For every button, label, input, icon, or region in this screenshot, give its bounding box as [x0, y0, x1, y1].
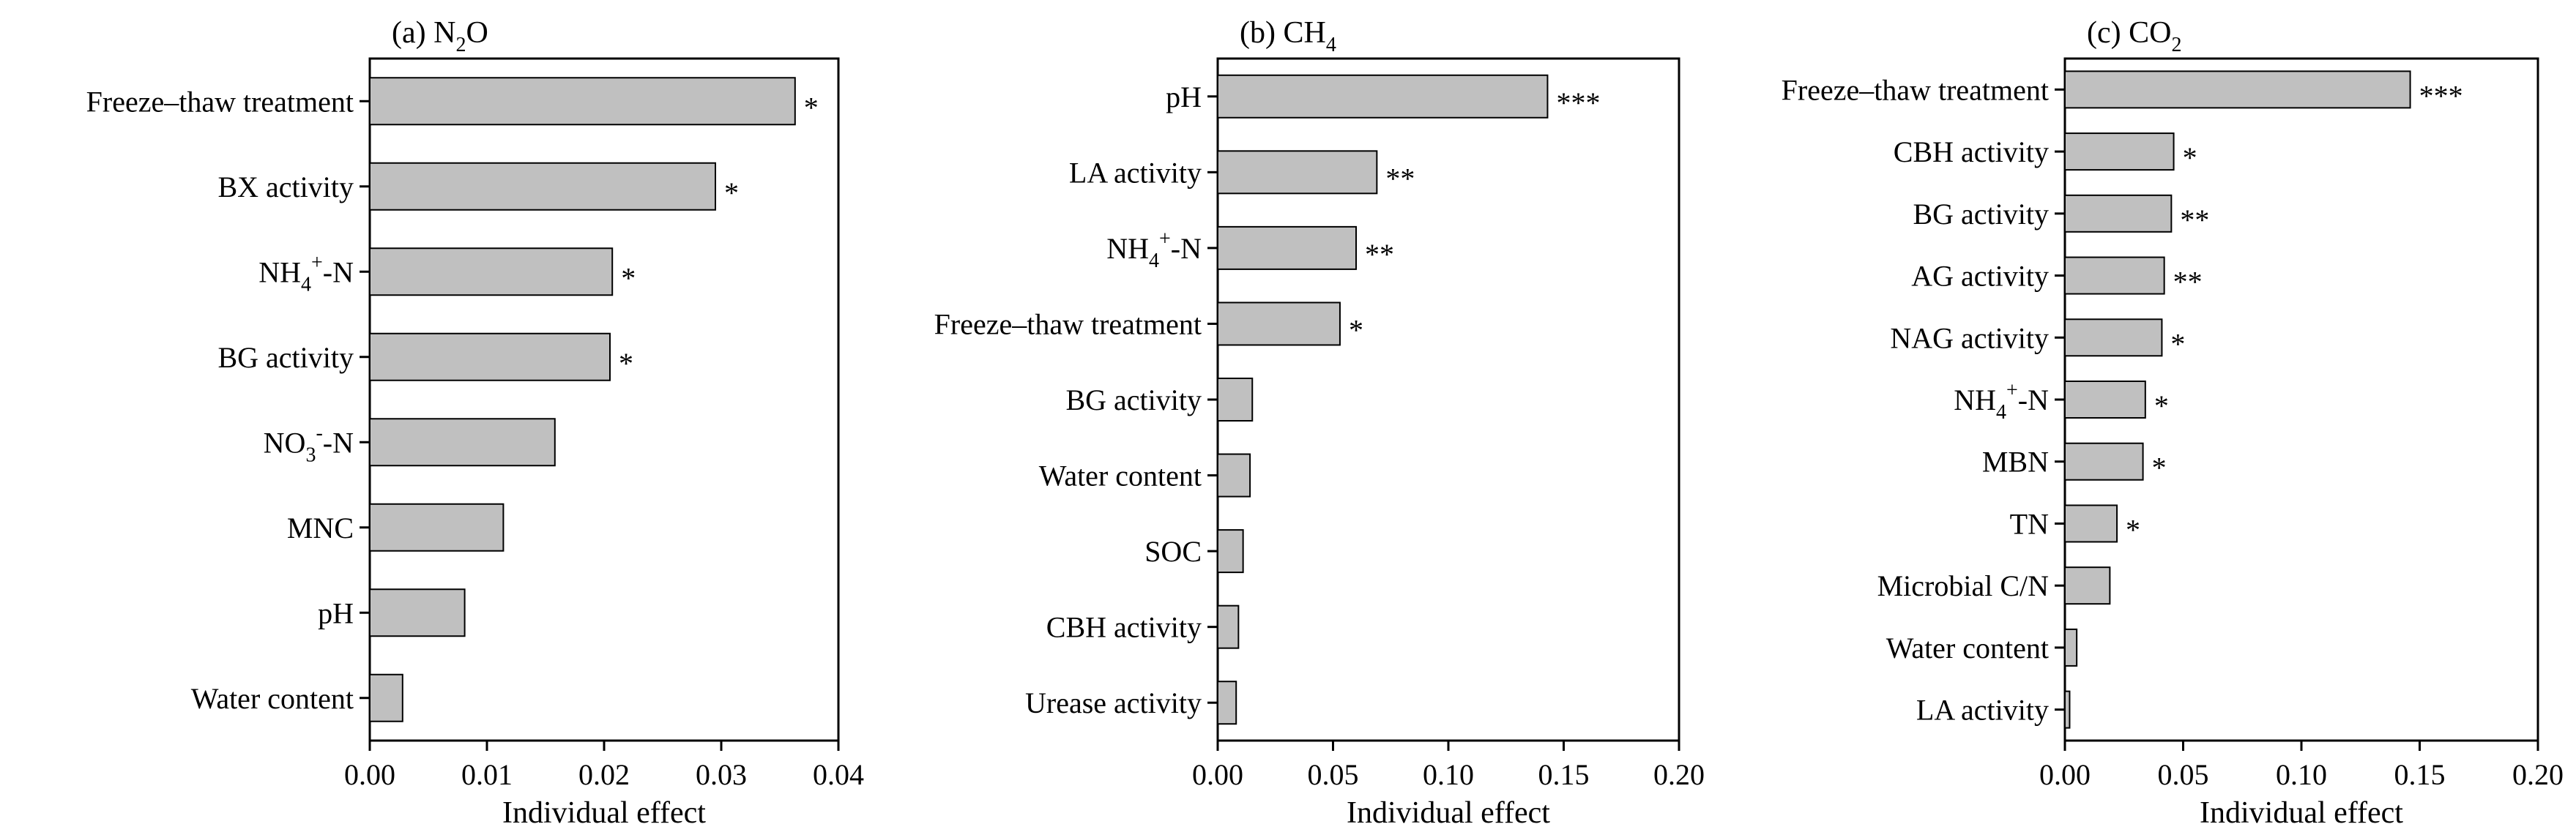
category-label-bg-activity: BG activity: [1913, 198, 2049, 231]
category-label-nh4-n: NH4+-N: [1954, 379, 2049, 424]
bar-freeze-thaw-treatment: [1217, 302, 1341, 346]
significance-nh4-n: **: [1365, 238, 1394, 271]
x-tick-label: 0.00: [344, 758, 395, 791]
bar-tn: [2064, 504, 2118, 543]
bar-la-activity: [2064, 690, 2071, 729]
category-label-water-content: Water content: [1886, 632, 2049, 664]
category-label-la-activity: LA activity: [1916, 694, 2049, 727]
x-tick-label: 0.00: [2039, 758, 2091, 791]
category-label-freeze-thaw-treatment: Freeze–thaw treatment: [86, 85, 354, 118]
significance-tn: *: [2126, 513, 2140, 546]
category-label-water-content: Water content: [191, 682, 354, 715]
x-tick-label: 0.01: [461, 758, 513, 791]
x-tick-label: 0.10: [2276, 758, 2327, 791]
category-label-ph: pH: [1166, 80, 1202, 113]
x-tick-label: 0.10: [1423, 758, 1474, 791]
category-label-microbial-c-n: Microbial C/N: [1877, 569, 2049, 602]
bar-ag-activity: [2064, 256, 2165, 295]
category-label-ag-activity: AG activity: [1911, 260, 2049, 293]
category-label-cbh-activity: CBH activity: [1046, 611, 1202, 644]
x-axis-title: Individual effect: [1347, 796, 1550, 830]
x-tick-label: 0.00: [1192, 758, 1243, 791]
bar-mnc: [369, 503, 505, 552]
bar-soc: [1217, 529, 1244, 574]
significance-bg-activity: *: [619, 347, 633, 380]
panel-title-ch4: (b) CH4: [1240, 16, 1336, 56]
category-label-mbn: MBN: [1982, 446, 2049, 479]
panel-title-n2o: (a) N2O: [392, 16, 488, 56]
category-label-freeze-thaw-treatment: Freeze–thaw treatment: [934, 307, 1202, 340]
significance-nh4-n: *: [2154, 389, 2169, 422]
bar-bx-activity: [369, 162, 716, 211]
bar-bg-activity: [2064, 194, 2173, 233]
category-label-no3-n: NO3--N: [264, 422, 354, 466]
x-tick-label: 0.05: [1308, 758, 1359, 791]
x-tick-label: 0.15: [2394, 758, 2446, 791]
bar-nh4-n: [369, 247, 614, 296]
x-axis-title: Individual effect: [502, 796, 706, 830]
significance-bg-activity: **: [2180, 203, 2209, 236]
bar-mbn: [2064, 442, 2144, 481]
bar-urease-activity: [1217, 681, 1237, 725]
category-label-nag-activity: NAG activity: [1890, 321, 2049, 354]
bar-cbh-activity: [2064, 132, 2175, 171]
panel-title-co2: (c) CO2: [2087, 16, 2181, 56]
category-label-urease-activity: Urease activity: [1025, 686, 1202, 719]
bar-water-content: [1217, 453, 1251, 498]
bar-freeze-thaw-treatment: [2064, 70, 2411, 109]
bar-nh4-n: [1217, 225, 1357, 270]
panel-ch4: (b) CH4 pH *** LA activity ** NH4+-N ** Freeze–…: [934, 16, 1705, 830]
significance-ag-activity: **: [2173, 266, 2203, 299]
category-label-soc: SOC: [1144, 535, 1202, 568]
bar-ph: [1217, 74, 1549, 119]
significance-freeze-thaw-treatment: ***: [2419, 79, 2463, 112]
bar-nag-activity: [2064, 318, 2163, 357]
x-tick-label: 0.15: [1538, 758, 1590, 791]
category-label-la-activity: LA activity: [1069, 156, 1202, 189]
bar-microbial-c-n: [2064, 566, 2111, 605]
significance-cbh-activity: *: [2183, 141, 2197, 174]
category-label-mnc: MNC: [287, 512, 354, 544]
bar-bg-activity: [1217, 378, 1254, 422]
plot-frame: [368, 57, 840, 742]
x-axis-title: Individual effect: [2200, 796, 2403, 830]
category-label-bx-activity: BX activity: [217, 171, 354, 203]
category-label-water-content: Water content: [1039, 460, 1202, 493]
category-label-bg-activity: BG activity: [217, 341, 354, 374]
category-label-ph: pH: [318, 596, 354, 629]
category-label-freeze-thaw-treatment: Freeze–thaw treatment: [1782, 73, 2049, 106]
bar-freeze-thaw-treatment: [369, 77, 796, 126]
significance-freeze-thaw-treatment: *: [804, 91, 819, 124]
bar-cbh-activity: [1217, 604, 1240, 649]
significance-mbn: *: [2152, 452, 2167, 484]
significance-freeze-thaw-treatment: *: [1349, 313, 1363, 346]
significance-bx-activity: *: [724, 176, 739, 209]
bar-bg-activity: [369, 332, 611, 381]
x-tick-label: 0.20: [2512, 758, 2564, 791]
category-label-tn: TN: [2010, 507, 2049, 540]
category-label-bg-activity: BG activity: [1065, 383, 1202, 416]
bar-water-content: [369, 673, 403, 722]
bar-nh4-n: [2064, 381, 2146, 419]
category-label-nh4-n: NH4+-N: [1106, 228, 1202, 272]
bar-no3-n: [369, 418, 556, 467]
bar-ph: [369, 588, 466, 637]
x-tick-label: 0.05: [2158, 758, 2209, 791]
significance-ph: ***: [1556, 86, 1600, 119]
panel-n2o: (a) N2O Freeze–thaw treatment * BX activity…: [86, 16, 864, 830]
significance-la-activity: **: [1385, 162, 1415, 195]
category-label-cbh-activity: CBH activity: [1894, 135, 2049, 168]
significance-nag-activity: *: [2170, 327, 2185, 360]
bar-la-activity: [1217, 150, 1378, 195]
x-tick-label: 0.02: [578, 758, 630, 791]
category-label-nh4-n: NH4+-N: [258, 251, 354, 296]
x-tick-label: 0.03: [696, 758, 747, 791]
x-tick-label: 0.04: [813, 758, 864, 791]
bar-water-content: [2064, 628, 2078, 667]
x-tick-label: 0.20: [1653, 758, 1705, 791]
significance-nh4-n: *: [621, 261, 636, 294]
